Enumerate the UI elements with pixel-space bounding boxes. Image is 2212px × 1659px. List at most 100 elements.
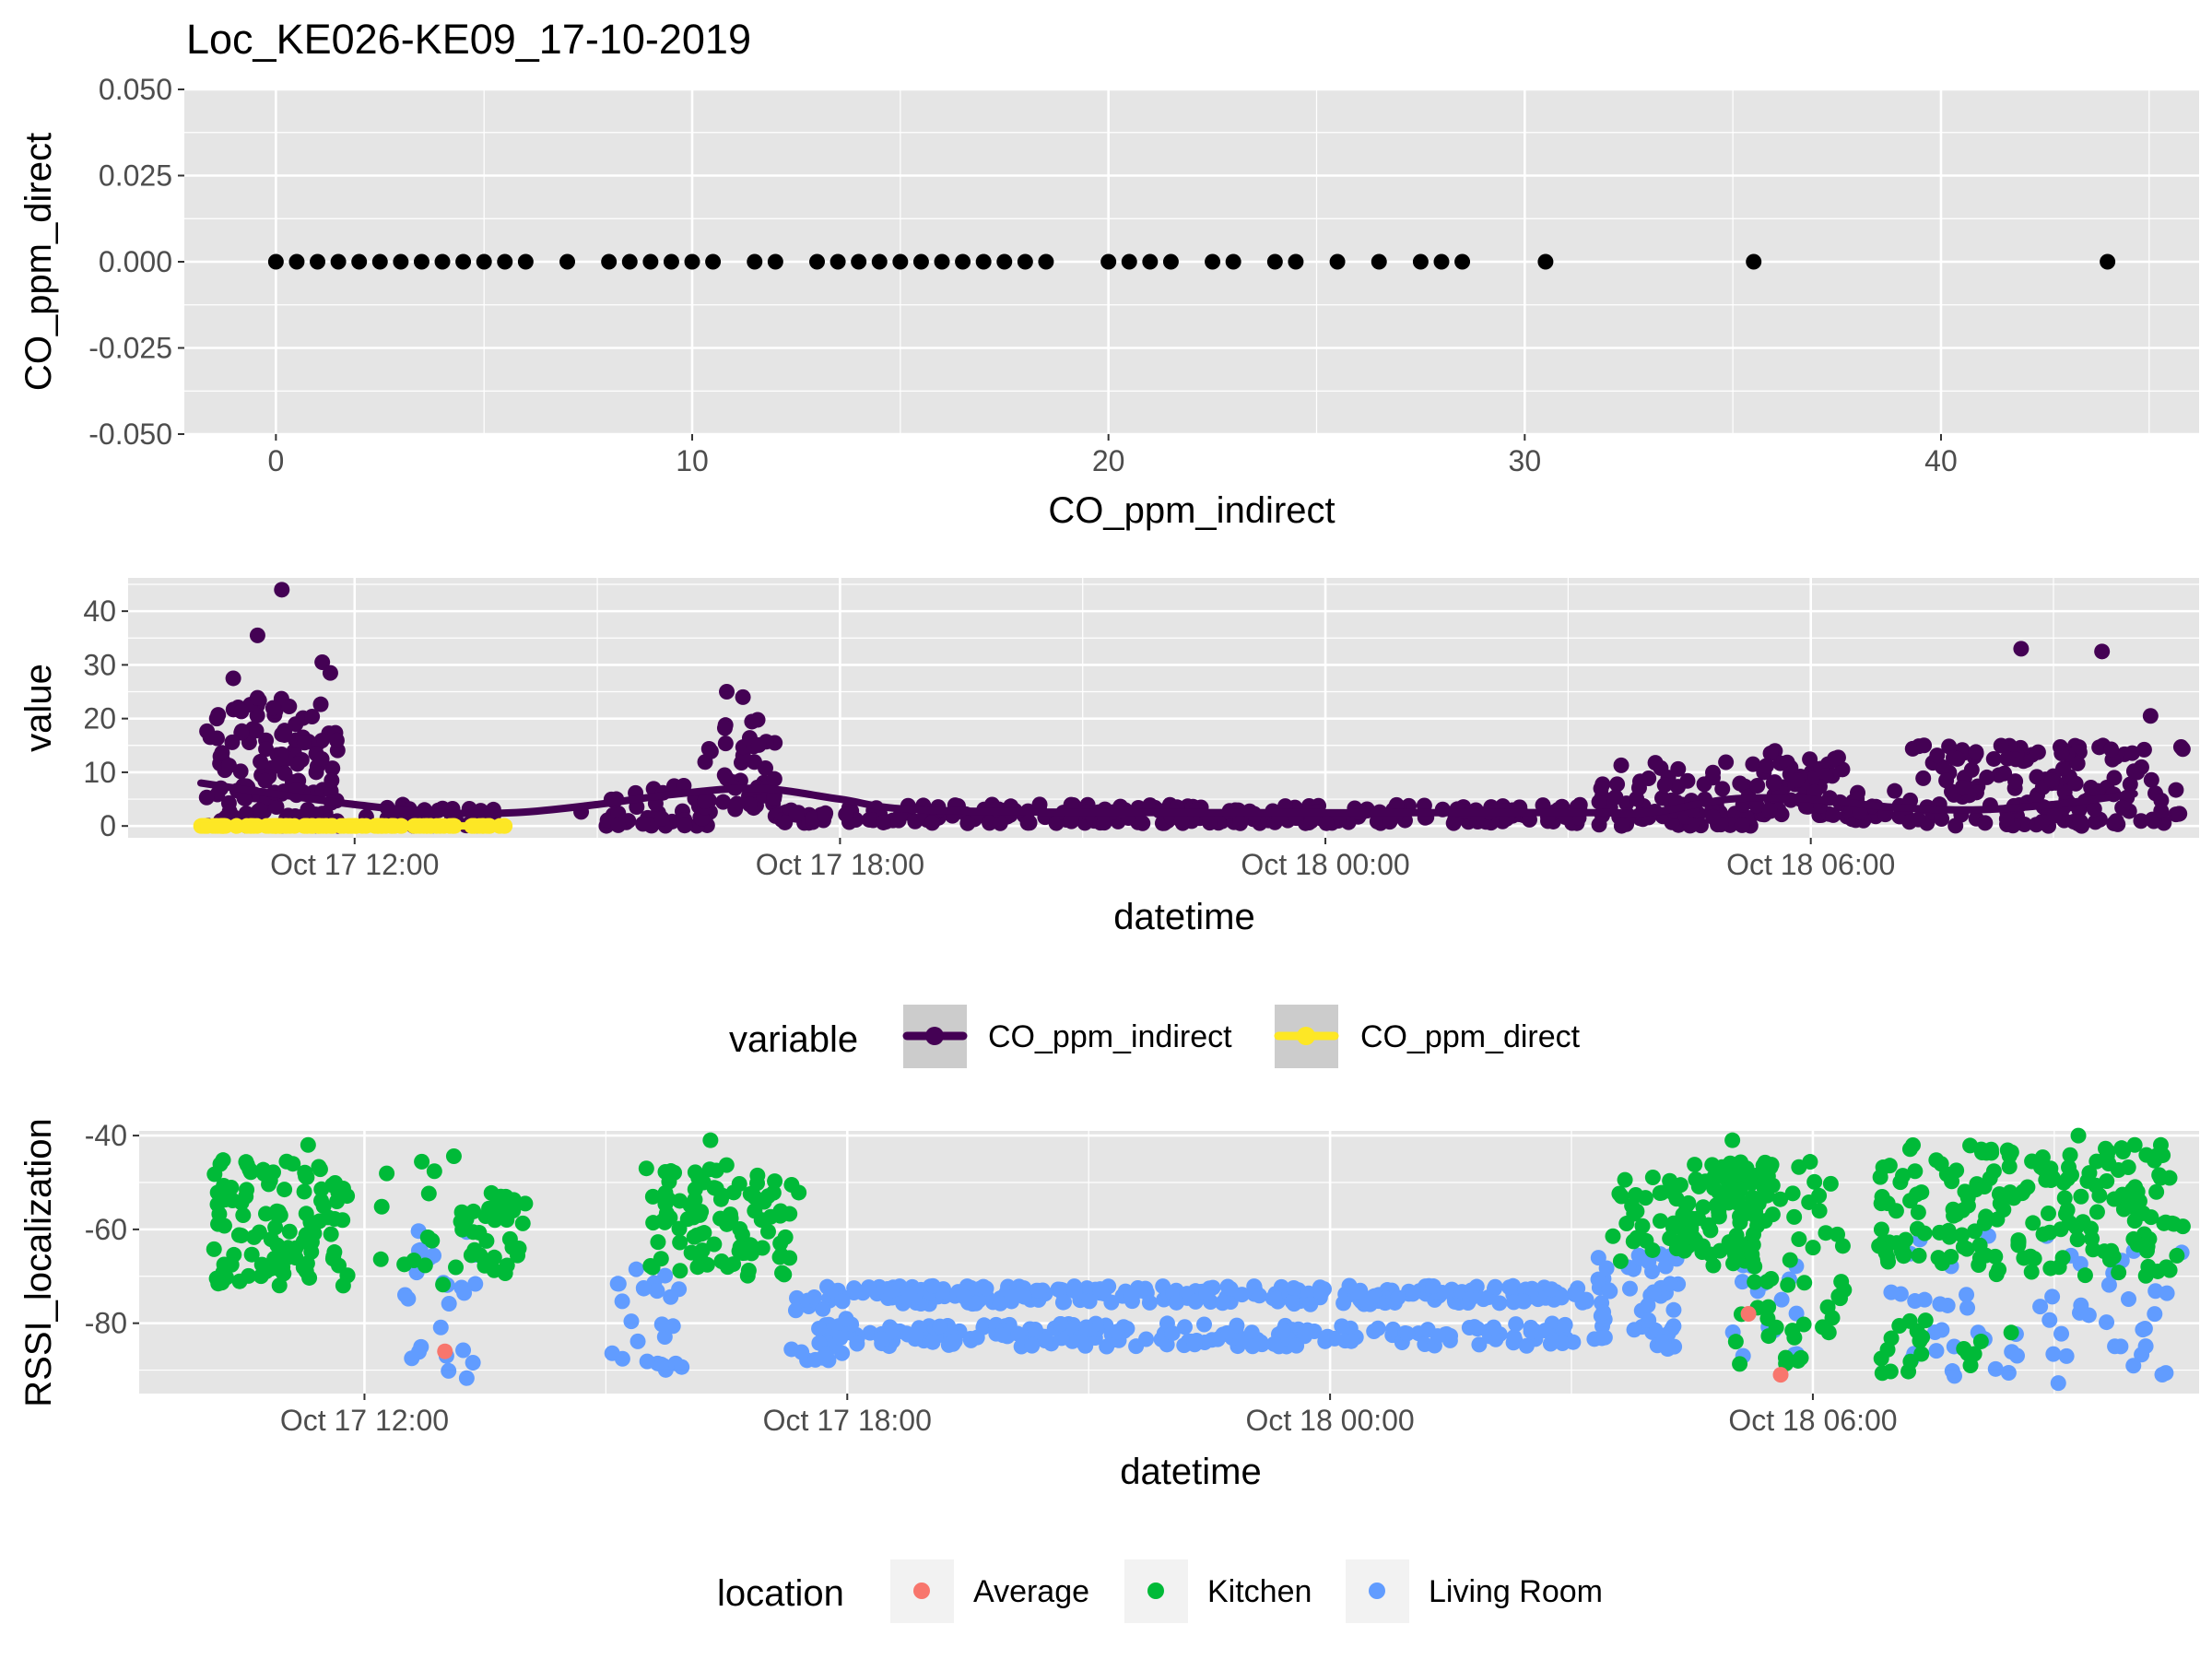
data-point-kitchen [1892, 1174, 1909, 1191]
data-point-living-room [992, 1295, 1008, 1312]
panel-3-x-tick-label: Oct 17 18:00 [763, 1404, 932, 1437]
data-point-living-room [1486, 1319, 1502, 1335]
data-point-co-ppm-indirect [1985, 750, 2002, 767]
data-point-living-room [663, 1288, 679, 1305]
data-point-living-room [1196, 1316, 1213, 1333]
data-point-living-room [614, 1293, 630, 1310]
data-point [851, 253, 867, 270]
data-point-co-ppm-indirect [729, 795, 746, 812]
data-point-living-room [1390, 1289, 1406, 1306]
data-point [476, 253, 492, 270]
data-point-kitchen [2032, 1159, 2049, 1175]
data-point-living-room [1286, 1279, 1302, 1296]
data-point-co-ppm-indirect [1718, 754, 1735, 771]
data-point-co-ppm-indirect [766, 790, 782, 806]
data-point-co-ppm-indirect [225, 670, 241, 687]
data-point-living-room [1626, 1322, 1642, 1338]
data-point-living-room [2032, 1299, 2049, 1315]
data-point-kitchen [776, 1266, 793, 1283]
data-point [747, 253, 763, 270]
data-point-kitchen [1946, 1207, 1962, 1224]
data-point-living-room [1186, 1336, 1203, 1353]
data-point-co-ppm-indirect [1947, 818, 1964, 834]
data-point-living-room [1916, 1291, 1933, 1308]
data-point-co-ppm-indirect [1749, 778, 1766, 794]
data-point-co-ppm-indirect [1202, 815, 1218, 831]
data-point-kitchen [243, 1246, 260, 1263]
data-point [1288, 253, 1304, 270]
data-point-kitchen [2010, 1234, 2027, 1251]
data-point-kitchen [783, 1177, 800, 1194]
data-point-co-ppm-indirect [2017, 816, 2033, 832]
data-point-co-ppm-indirect [1998, 811, 2015, 828]
legend-key-point-direct [1297, 1027, 1315, 1045]
data-point-living-room [1176, 1319, 1193, 1335]
data-point-living-room [1662, 1276, 1678, 1292]
data-point-living-room [818, 1345, 834, 1361]
data-point-kitchen [1805, 1240, 1821, 1256]
data-point-living-room [1016, 1288, 1032, 1305]
data-point-co-ppm-indirect [248, 723, 265, 739]
data-point-co-ppm-indirect [220, 758, 237, 774]
data-point-living-room [623, 1313, 640, 1330]
data-point-co-ppm-indirect [788, 806, 805, 823]
data-point-co-ppm-indirect [924, 815, 940, 831]
data-point-kitchen [276, 1182, 293, 1198]
data-point [1121, 253, 1137, 270]
data-point-kitchen [2040, 1205, 2056, 1221]
data-point-living-room [2100, 1277, 2117, 1293]
data-point-living-room [1665, 1301, 1682, 1318]
data-point-living-room [994, 1327, 1011, 1344]
data-point-co-ppm-indirect [1761, 802, 1778, 818]
data-point [1266, 253, 1283, 270]
data-point-kitchen [2054, 1250, 2071, 1266]
data-point-kitchen [2120, 1159, 2136, 1176]
data-point-kitchen [1727, 1334, 1744, 1350]
data-point-co-ppm-indirect [1996, 765, 2013, 782]
data-point-kitchen [1913, 1346, 1930, 1362]
data-point-kitchen [1907, 1163, 1924, 1180]
data-point-living-room [884, 1282, 900, 1299]
data-point-kitchen [773, 1247, 790, 1264]
data-point-kitchen [702, 1132, 719, 1148]
data-point-living-room [956, 1288, 972, 1305]
data-point-kitchen [1883, 1330, 1900, 1347]
data-point-living-room [861, 1279, 877, 1296]
data-point-kitchen [2091, 1187, 2108, 1204]
data-point-co-ppm-indirect [2133, 813, 2149, 830]
data-point-living-room [924, 1334, 941, 1350]
data-point-living-room [2112, 1338, 2129, 1355]
data-point-co-ppm-indirect [324, 772, 340, 789]
data-point [434, 253, 451, 270]
data-point-kitchen [1999, 1142, 2016, 1159]
legend-key-point-indirect [925, 1027, 944, 1045]
panel-3-marks [206, 1127, 2191, 1392]
data-point [1100, 253, 1117, 270]
data-point-kitchen [713, 1253, 730, 1269]
data-point-kitchen [514, 1215, 531, 1231]
data-point-kitchen [1955, 1239, 1971, 1255]
data-point-kitchen [297, 1164, 313, 1181]
data-point-kitchen [650, 1234, 666, 1251]
data-point [871, 253, 888, 270]
data-point-living-room [1123, 1287, 1139, 1303]
data-point-kitchen [1680, 1225, 1697, 1241]
data-point [705, 253, 722, 270]
data-point-living-room [455, 1342, 472, 1359]
data-point-co-ppm-indirect [1916, 737, 1933, 754]
data-point-kitchen [246, 1229, 263, 1245]
data-point-kitchen [2096, 1243, 2112, 1260]
data-point-kitchen [300, 1136, 316, 1153]
data-point-kitchen [426, 1163, 442, 1180]
data-point-kitchen [465, 1203, 482, 1219]
data-point-kitchen [683, 1244, 700, 1261]
data-point-living-room [410, 1344, 427, 1360]
data-point-co-ppm-indirect [1825, 806, 1841, 823]
data-point-living-room [832, 1330, 849, 1347]
data-point-living-room [1934, 1322, 1950, 1338]
data-point-co-ppm-indirect [296, 735, 312, 751]
data-point [2100, 253, 2116, 270]
data-point-co-ppm-indirect [1679, 772, 1696, 789]
data-point-co-ppm-indirect [2108, 813, 2124, 830]
data-point-co-ppm-indirect [2013, 641, 2030, 657]
